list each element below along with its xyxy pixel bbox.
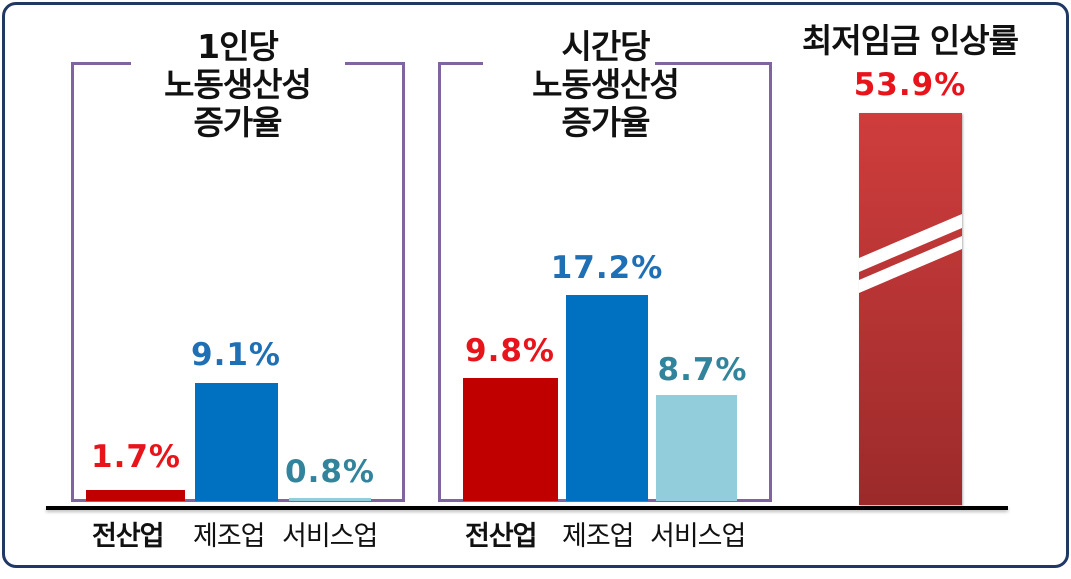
- bar-all-industry: [463, 378, 558, 501]
- x-axis-baseline: [46, 506, 1008, 510]
- category-label: 제조업: [562, 521, 635, 552]
- value-label: 0.8%: [285, 454, 375, 490]
- bar-manufacturing: [195, 383, 278, 501]
- panel-title: 1인당 노동생산성 증가율: [110, 28, 365, 142]
- title-line: 시간당: [561, 27, 650, 66]
- bar-min-wage: [859, 113, 962, 505]
- title-line: 1인당: [197, 27, 279, 66]
- value-label: 9.1%: [191, 337, 281, 373]
- category-label: 서비스업: [650, 521, 746, 552]
- value-label: 8.7%: [657, 352, 748, 388]
- title-line: 증가율: [193, 103, 282, 142]
- axis-break-icon: [859, 214, 962, 293]
- title-line: 노동생산성: [164, 65, 312, 104]
- panel-border-top-right: [655, 62, 772, 65]
- category-label: 전산업: [465, 521, 538, 552]
- title-line: 노동생산성: [532, 65, 680, 104]
- category-label: 전산업: [92, 521, 165, 552]
- bar-services: [656, 395, 737, 501]
- category-label: 제조업: [193, 521, 266, 552]
- title-line: 증가율: [561, 103, 650, 142]
- value-label: 9.8%: [465, 333, 555, 369]
- bar-manufacturing: [566, 295, 648, 501]
- bar-services: [289, 498, 371, 501]
- panel-border-top-right: [345, 62, 405, 65]
- panel-border-top-left: [71, 62, 131, 65]
- panel-title: 최저임금 인상률: [801, 21, 1019, 60]
- value-label: 1.7%: [91, 439, 181, 475]
- bar-all-industry: [86, 490, 185, 501]
- value-label: 17.2%: [550, 250, 664, 286]
- panel-title: 시간당 노동생산성 증가율: [478, 28, 733, 142]
- value-label: 53.9%: [853, 67, 967, 103]
- category-label: 서비스업: [282, 521, 378, 552]
- panel-border-top-left: [438, 62, 483, 65]
